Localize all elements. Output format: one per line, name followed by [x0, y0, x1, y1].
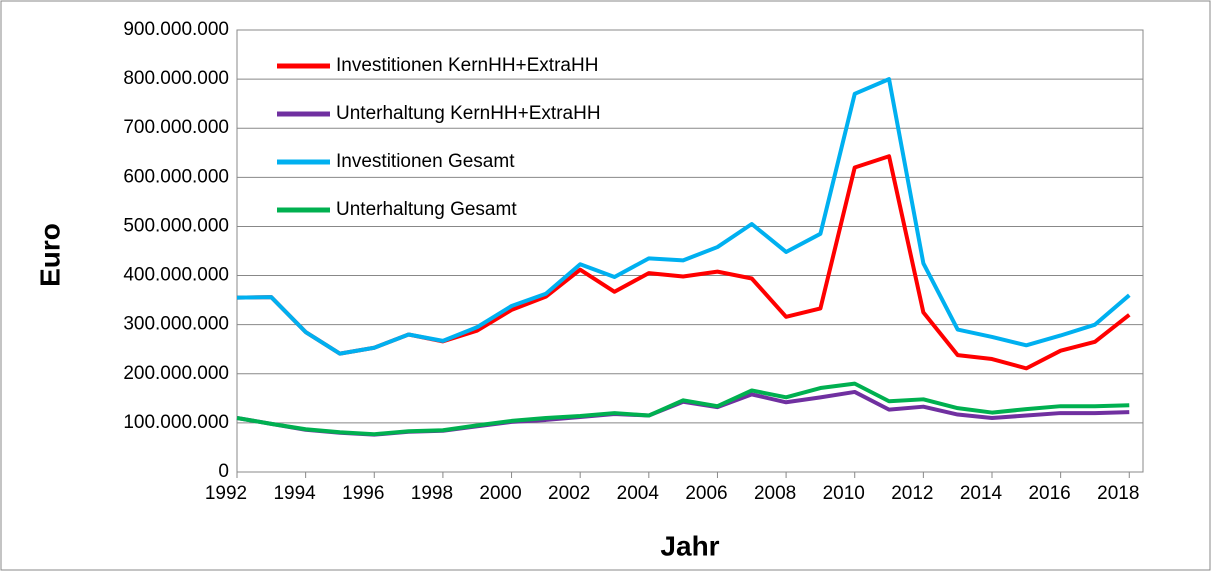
- x-tick-label: 2016: [1028, 483, 1070, 504]
- y-tick-label: 400.000.000: [123, 265, 229, 286]
- x-tick-label: 2002: [548, 483, 590, 504]
- x-tick-label: 2008: [754, 483, 796, 504]
- x-tick-label: 1994: [273, 483, 316, 504]
- x-tick-label: 2012: [891, 483, 933, 504]
- x-tick-label: 1996: [342, 483, 384, 504]
- y-tick-label: 200.000.000: [123, 363, 229, 384]
- x-tick-label: 1998: [411, 483, 453, 504]
- legend-label: Unterhaltung Gesamt: [336, 199, 517, 220]
- y-axis-label: Euro: [34, 223, 65, 287]
- y-tick-label: 500.000.000: [123, 215, 229, 236]
- series-line: [236, 77, 1131, 356]
- x-tick-label: 2000: [479, 483, 521, 504]
- y-tick-label: 600.000.000: [123, 166, 229, 187]
- y-tick-label: 100.000.000: [123, 412, 229, 433]
- x-tick-label: 2006: [685, 483, 727, 504]
- y-tick-label: 300.000.000: [123, 314, 229, 335]
- legend-label: Investitionen KernHH+ExtraHH: [336, 55, 598, 76]
- x-tick-label: 1992: [205, 483, 247, 504]
- y-tick-label: 800.000.000: [123, 68, 229, 89]
- x-tick-label: 2014: [960, 483, 1003, 504]
- x-tick-label: 2010: [823, 483, 865, 504]
- y-tick-label: 700.000.000: [123, 117, 229, 138]
- y-tick-label: 0: [218, 461, 229, 482]
- series-line: [236, 381, 1130, 437]
- x-tick-label: 2004: [617, 483, 660, 504]
- legend-label: Investitionen Gesamt: [336, 151, 515, 172]
- x-tick-label: 2018: [1097, 483, 1139, 504]
- x-axis-label: Jahr: [660, 530, 719, 561]
- plot-border: [236, 29, 1144, 473]
- legend-label: Unterhaltung KernHH+ExtraHH: [336, 103, 601, 124]
- y-tick-label: 900.000.000: [123, 19, 229, 40]
